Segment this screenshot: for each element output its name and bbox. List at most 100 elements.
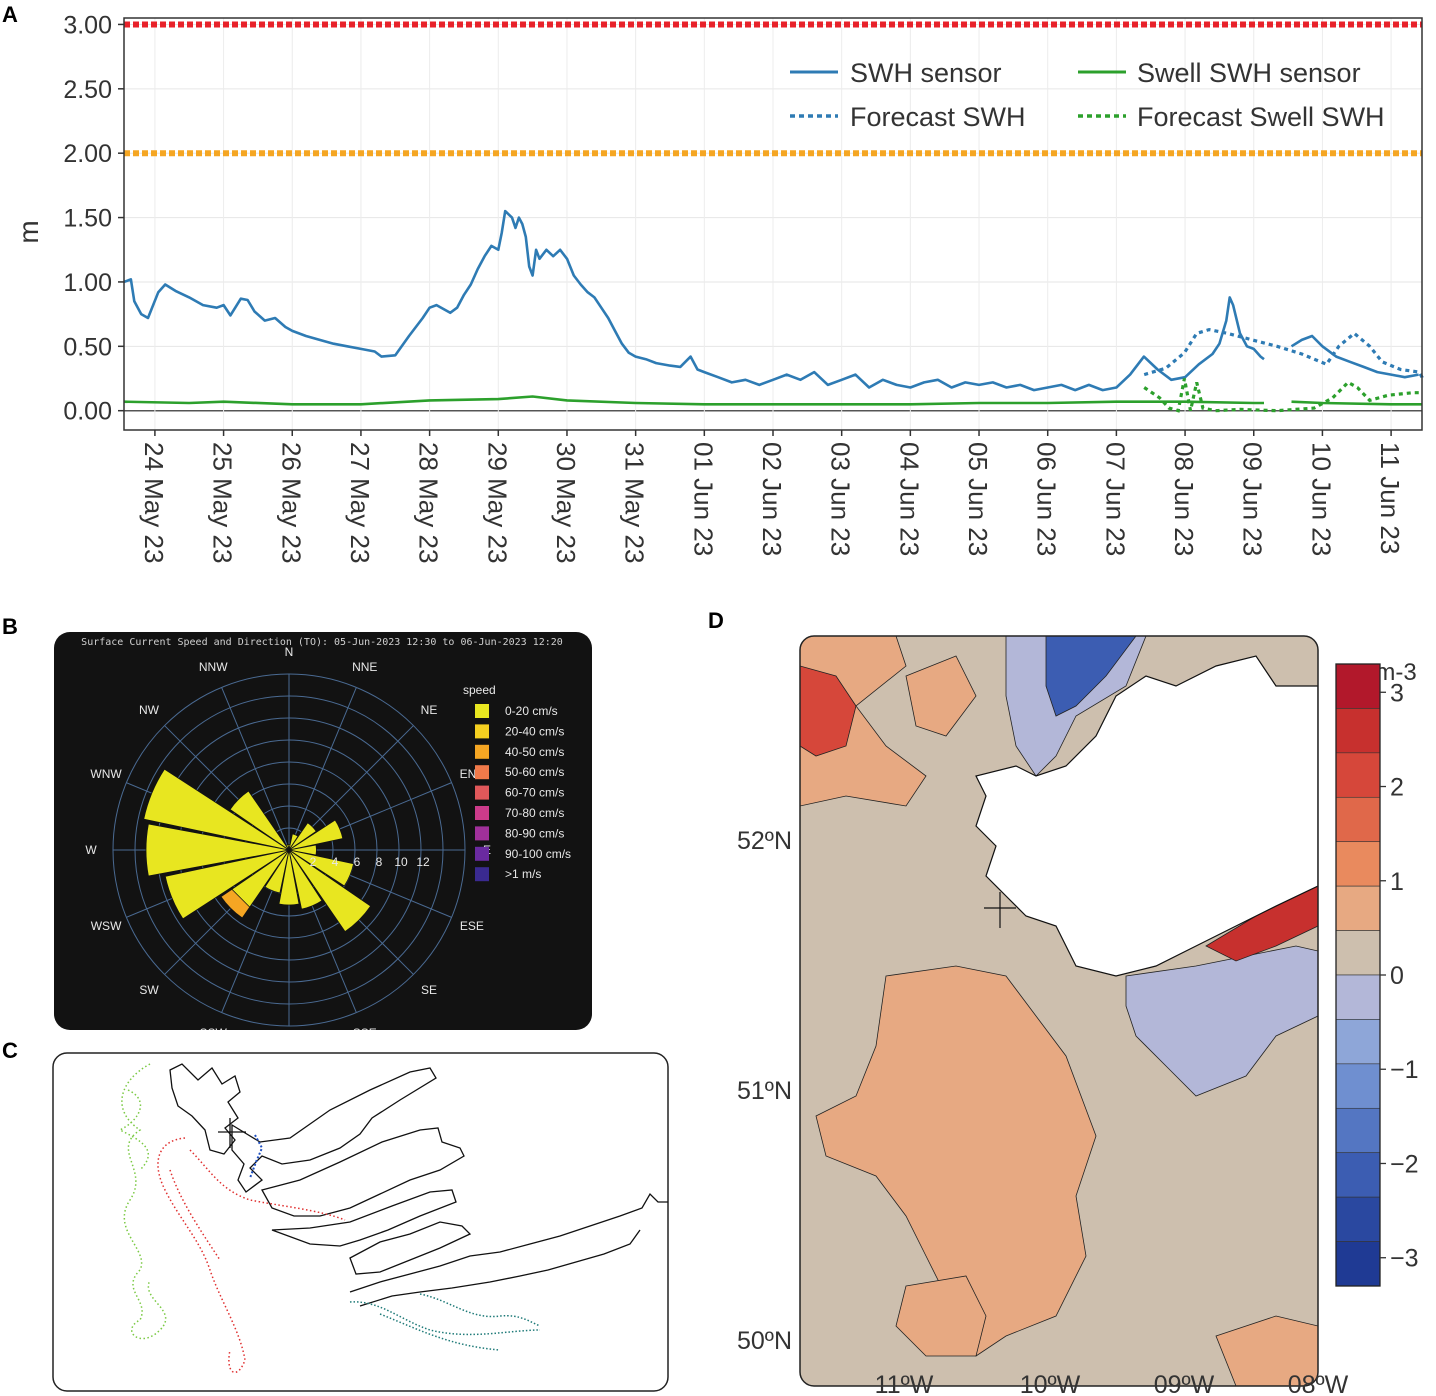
- panel-c-drift-map: C: [2, 1038, 669, 1392]
- x-tick-label: 07 Jun 23: [1100, 442, 1130, 556]
- x-tick-label: 25 May 23: [208, 442, 238, 563]
- longitude-label: 11ºW: [875, 1371, 934, 1396]
- y-tick-label: 2.50: [63, 76, 112, 104]
- panel-b-current-rose: B Surface Current Speed and Direction (T…: [2, 614, 592, 1030]
- direction-label: WSW: [91, 919, 122, 933]
- rose-petal-e: [288, 844, 317, 856]
- latitude-labels: 52ºN 51ºN 50ºN: [737, 827, 792, 1355]
- direction-label: NNE: [352, 660, 377, 674]
- colorbar-level: [1335, 1152, 1381, 1198]
- speed-legend-label: 40-50 cm/s: [505, 745, 564, 759]
- longitude-label: 10ºW: [1020, 1371, 1081, 1396]
- x-tick-label: 24 May 23: [139, 442, 169, 563]
- site-marker: [984, 892, 1016, 928]
- direction-label: SSW: [200, 1026, 228, 1030]
- colorbar-level: [1335, 1241, 1381, 1287]
- longitude-labels: 11ºW 10ºW 09ºW 08ºW: [875, 1371, 1349, 1396]
- longitude-label: 08ºW: [1288, 1371, 1349, 1396]
- rose-petal-ese: [288, 849, 355, 887]
- crosshair-marker: [218, 1118, 246, 1148]
- colorbar-level: [1335, 930, 1381, 976]
- colorbar-level: [1335, 841, 1381, 887]
- coastline: [169, 1063, 668, 1307]
- colorbar-level: [1335, 796, 1381, 843]
- x-tick-label: 01 Jun 23: [688, 442, 718, 556]
- x-tick-label: 02 Jun 23: [757, 442, 787, 556]
- colorbar-level: [1335, 974, 1381, 1020]
- series-line-swh: [123, 209, 1265, 392]
- map-frame: [52, 1052, 669, 1392]
- rose-petal-wnw: [143, 768, 290, 851]
- speed-legend-label: 50-60 cm/s: [505, 765, 564, 779]
- legend-label-swh: SWH sensor: [850, 58, 1002, 88]
- colorbar-level: [1335, 708, 1381, 754]
- rose-rings: [112, 673, 466, 1027]
- speed-legend-swatch: [475, 846, 489, 861]
- region-positive-sw: [815, 965, 1097, 1357]
- map-frame-d: [799, 635, 1319, 1387]
- rose-petal-ssw: [264, 849, 290, 894]
- x-tick-label: 30 May 23: [551, 442, 581, 563]
- radial-tick-label: 4: [332, 855, 339, 869]
- radial-tick-label: 12: [416, 855, 430, 869]
- forecast-line-swell: [1143, 378, 1422, 413]
- series-line-swell: [1291, 400, 1422, 406]
- y-axis-label: m: [13, 220, 44, 243]
- colorbar-tick-label: 0: [1390, 962, 1404, 990]
- latitude-label: 52ºN: [737, 827, 792, 855]
- radial-tick-labels: 2 4 6 8 10 12: [310, 855, 430, 869]
- direction-label: ESE: [460, 919, 484, 933]
- legend-label-forecast-swell: Forecast Swell SWH: [1137, 102, 1385, 132]
- speed-legend: 0-20 cm/s 20-40 cm/s 40-50 cm/s 50-60 cm/s 6…: [475, 704, 571, 882]
- panel-c-letter: C: [2, 1038, 18, 1063]
- x-tick-label: 27 May 23: [345, 442, 375, 563]
- x-tick-labels: 24 May 23 25 May 23 26 May 23 27 May 23 28 M…: [139, 430, 1405, 563]
- x-tick-label: 26 May 23: [276, 442, 306, 563]
- region-positive-se: [1215, 1315, 1318, 1386]
- speed-legend-swatch: [475, 867, 489, 882]
- rose-spoke: [288, 687, 357, 851]
- speed-legend-swatch: [475, 744, 489, 759]
- latitude-label: 51ºN: [737, 1077, 792, 1105]
- colorbar-level: [1335, 1019, 1381, 1065]
- colorbar-tick-label: 2: [1390, 774, 1404, 802]
- speed-legend-label: >1 m/s: [505, 867, 541, 881]
- y-tick-label: 2.00: [63, 140, 112, 168]
- rose-petals: [143, 768, 372, 933]
- rose-petal-ene: [288, 819, 344, 851]
- y-tick-label: 1.00: [63, 269, 112, 297]
- speed-legend-swatch: [475, 806, 489, 820]
- y-tick-label: 0.00: [63, 398, 112, 426]
- speed-legend-swatch: [475, 826, 489, 841]
- speed-legend-label: 70-80 cm/s: [505, 806, 564, 820]
- speed-legend-label: 60-70 cm/s: [505, 786, 564, 800]
- x-tick-label: 09 Jun 23: [1238, 442, 1268, 556]
- x-tick-label: 03 Jun 23: [826, 442, 856, 556]
- speed-legend-title: speed: [463, 683, 496, 697]
- land: [975, 655, 1318, 977]
- drift-track-green: [118, 1063, 167, 1340]
- direction-label: NW: [139, 703, 160, 717]
- longitude-label: 09ºW: [1154, 1371, 1215, 1396]
- x-tick-label: 11 Jun 23: [1375, 442, 1405, 554]
- rose-petal-nne: [288, 833, 299, 851]
- direction-labels: NNNENEENEEESESESSESSSWSWWSWWWNWNWNNW: [85, 645, 491, 1030]
- direction-label: SSE: [353, 1026, 377, 1030]
- legend: SWH sensor Swell SWH sensor Forecast SWH…: [790, 58, 1385, 132]
- latitude-label: 50ºN: [737, 1327, 792, 1355]
- direction-label: W: [85, 843, 97, 857]
- region-positive-s: [895, 1275, 987, 1357]
- colorbar-level: [1335, 885, 1381, 931]
- y-tick-label: 3.00: [63, 11, 112, 39]
- grid: [124, 18, 1422, 430]
- speed-legend-swatch: [475, 704, 489, 718]
- radial-tick-label: 10: [394, 855, 408, 869]
- x-tick-label: 28 May 23: [414, 442, 444, 563]
- colorbar-tick-label: −1: [1390, 1056, 1419, 1084]
- direction-label: NE: [421, 703, 438, 717]
- colorbar-level: [1335, 1196, 1381, 1242]
- radial-tick-label: 6: [354, 855, 361, 869]
- region-positive-nw2: [905, 655, 977, 737]
- panel-a-swh-chart: A m 0.00 0.50 1.00 1.50 2.00 2.50 3.00 24 May …: [2, 2, 1424, 563]
